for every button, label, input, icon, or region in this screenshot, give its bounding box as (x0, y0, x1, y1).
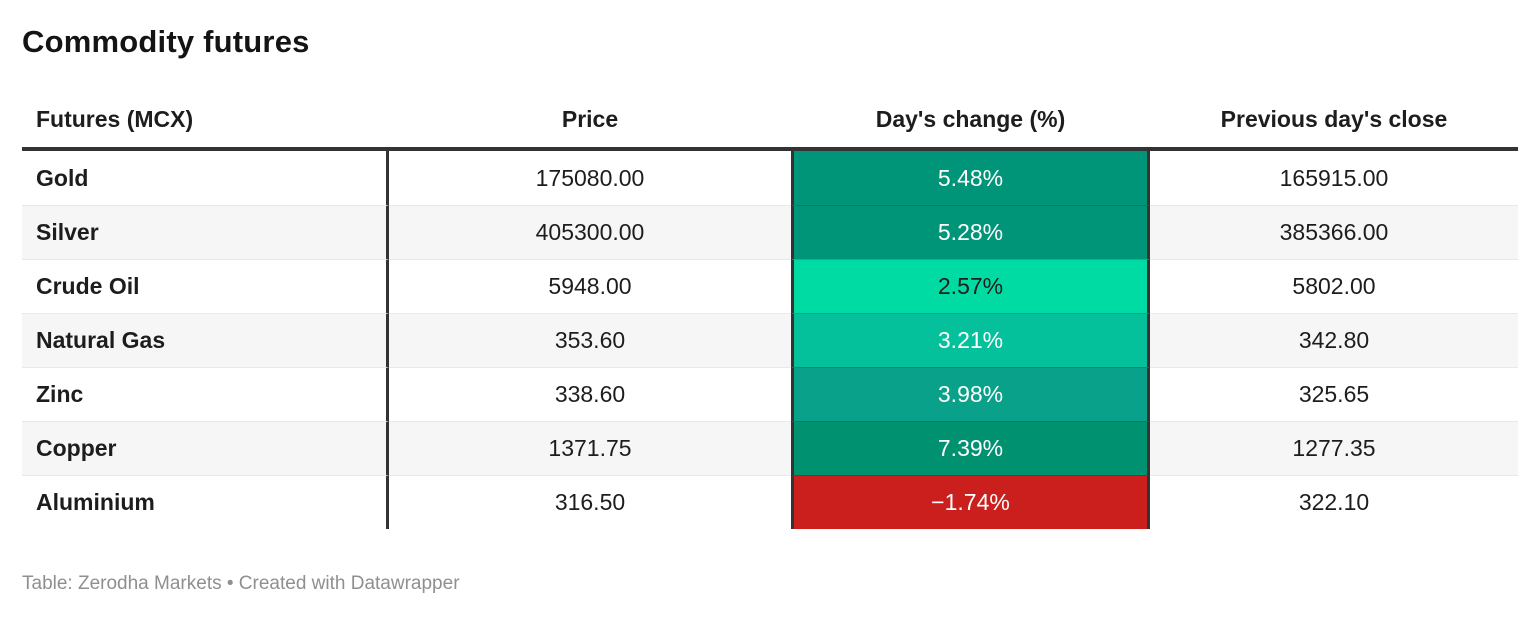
days-change-cell: 5.28% (791, 205, 1150, 259)
table-row-silver: Silver 405300.00 5.28% 385366.00 (22, 205, 1518, 259)
price-cell: 353.60 (389, 313, 791, 367)
futures-name-cell: Aluminium (22, 475, 389, 529)
days-change-cell: 3.98% (791, 367, 1150, 421)
datawrapper-table-page: Commodity futures Futures (MCX) Price Da… (22, 24, 1518, 594)
price-cell: 175080.00 (389, 151, 791, 205)
table-row-gold: Gold 175080.00 5.48% 165915.00 (22, 151, 1518, 205)
commodity-futures-table: Futures (MCX) Price Day's change (%) Pre… (22, 106, 1518, 529)
previous-close-cell: 385366.00 (1150, 205, 1518, 259)
days-change-cell: 2.57% (791, 259, 1150, 313)
previous-close-cell: 165915.00 (1150, 151, 1518, 205)
table-body: Gold 175080.00 5.48% 165915.00 Silver 40… (22, 151, 1518, 529)
previous-close-cell: 325.65 (1150, 367, 1518, 421)
table-row-crude-oil: Crude Oil 5948.00 2.57% 5802.00 (22, 259, 1518, 313)
table-row-zinc: Zinc 338.60 3.98% 325.65 (22, 367, 1518, 421)
table-row-copper: Copper 1371.75 7.39% 1277.35 (22, 421, 1518, 475)
table-row-natural-gas: Natural Gas 353.60 3.21% 342.80 (22, 313, 1518, 367)
column-header-price: Price (561, 106, 619, 132)
futures-name-cell: Copper (22, 421, 389, 475)
days-change-cell: 5.48% (791, 151, 1150, 205)
column-header-days-change: Day's change (%) (875, 106, 1066, 132)
futures-name-cell: Silver (22, 205, 389, 259)
previous-close-cell: 5802.00 (1150, 259, 1518, 313)
table-header-row: Futures (MCX) Price Day's change (%) Pre… (22, 106, 1518, 151)
table-row-aluminium: Aluminium 316.50 −1.74% 322.10 (22, 475, 1518, 529)
column-header-futures: Futures (MCX) (36, 106, 194, 132)
price-cell: 316.50 (389, 475, 791, 529)
price-cell: 405300.00 (389, 205, 791, 259)
attribution-footer: Table: Zerodha Markets • Created with Da… (22, 573, 460, 594)
column-header-previous-close: Previous day's close (1220, 106, 1448, 132)
price-cell: 338.60 (389, 367, 791, 421)
futures-name-cell: Crude Oil (22, 259, 389, 313)
futures-name-cell: Zinc (22, 367, 389, 421)
previous-close-cell: 342.80 (1150, 313, 1518, 367)
days-change-cell: −1.74% (791, 475, 1150, 529)
previous-close-cell: 1277.35 (1150, 421, 1518, 475)
price-cell: 1371.75 (389, 421, 791, 475)
previous-close-cell: 322.10 (1150, 475, 1518, 529)
futures-name-cell: Gold (22, 151, 389, 205)
price-cell: 5948.00 (389, 259, 791, 313)
futures-name-cell: Natural Gas (22, 313, 389, 367)
days-change-cell: 3.21% (791, 313, 1150, 367)
page-title: Commodity futures (22, 24, 310, 59)
days-change-cell: 7.39% (791, 421, 1150, 475)
